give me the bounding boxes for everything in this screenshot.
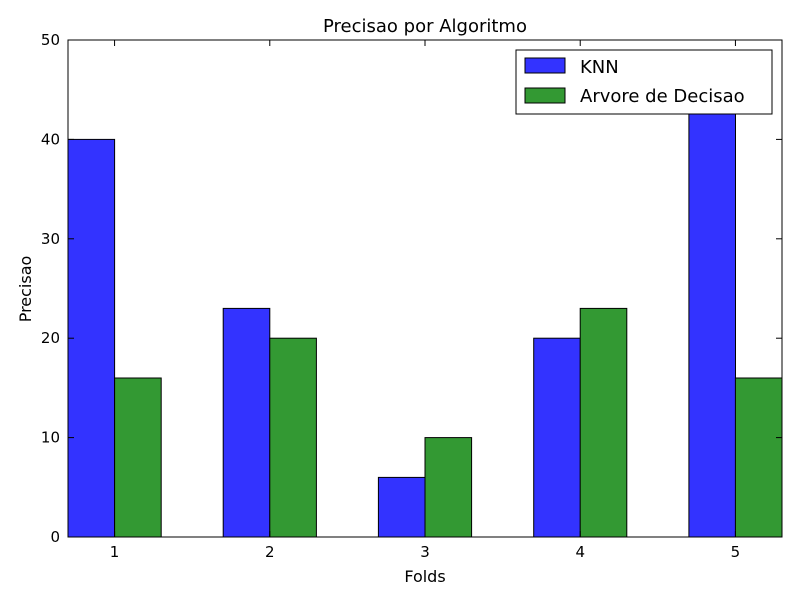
- bar-knn-fold-4: [533, 337, 581, 538]
- bar-arvore-de-decisao-fold-1: [114, 377, 162, 538]
- x-tick-label-5: 5: [731, 543, 741, 561]
- bar-knn-fold-5: [688, 109, 737, 538]
- y-tick-label-10: 10: [41, 429, 60, 447]
- legend-label-arvore-de-decisao: Arvore de Decisao: [580, 86, 745, 107]
- y-axis-label: Precisao: [16, 256, 35, 323]
- legend-swatch-arvore-de-decisao: [524, 87, 566, 104]
- plot-frame: [67, 39, 783, 538]
- legend-swatch-knn: [524, 57, 566, 74]
- y-tick-label-30: 30: [41, 230, 60, 248]
- bar-arvore-de-decisao-fold-2: [269, 337, 317, 538]
- x-axis-label: Folds: [404, 567, 445, 586]
- x-tick-label-3: 3: [420, 543, 430, 561]
- y-tick-label-40: 40: [41, 130, 60, 148]
- chart-title: Precisao por Algoritmo: [323, 16, 527, 37]
- ticks-layer: 0 10 20 30 40 50 1 2 3 4 5: [41, 31, 782, 561]
- x-tick-label-2: 2: [265, 543, 275, 561]
- y-tick-label-50: 50: [41, 31, 60, 49]
- legend-label-knn: KNN: [580, 57, 619, 78]
- legend: KNN Arvore de Decisao: [515, 49, 773, 115]
- y-tick-label-0: 0: [50, 528, 60, 546]
- y-tick-label-20: 20: [41, 329, 60, 347]
- bar-arvore-de-decisao-fold-3: [424, 437, 473, 538]
- bar-arvore-de-decisao-fold-4: [579, 307, 628, 538]
- x-tick-label-1: 1: [110, 543, 120, 561]
- bar-knn-fold-1: [67, 138, 116, 538]
- bar-knn-fold-2: [222, 307, 271, 538]
- bars-layer: [67, 109, 783, 538]
- bar-arvore-de-decisao-fold-5: [734, 377, 783, 538]
- bar-knn-fold-3: [377, 476, 426, 538]
- x-tick-label-4: 4: [575, 543, 585, 561]
